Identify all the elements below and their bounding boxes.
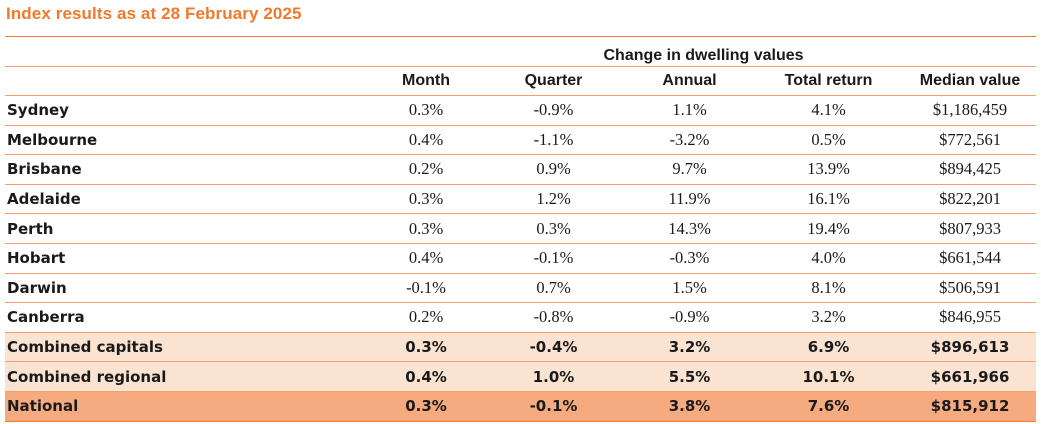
annual-cell: 9.7%	[626, 154, 753, 185]
quarter-cell: 1.0%	[481, 361, 626, 392]
table-row: Canberra 0.2% -0.8% -0.9% 3.2% $846,955	[5, 302, 1037, 333]
region-cell: Canberra	[5, 302, 371, 333]
total-return-cell: 19.4%	[753, 213, 904, 244]
column-header-median-value: Median value	[904, 66, 1037, 96]
table-row: Combined regional 0.4% 1.0% 5.5% 10.1% $661,9…	[5, 361, 1037, 392]
region-cell: Brisbane	[5, 154, 371, 185]
month-cell: 0.4%	[371, 125, 481, 156]
quarter-cell: 0.9%	[481, 154, 626, 185]
quarter-cell: 0.7%	[481, 273, 626, 304]
total-return-cell: 7.6%	[753, 391, 904, 422]
region-cell: Darwin	[5, 273, 371, 304]
group-header-row: Change in dwelling values	[5, 36, 1037, 67]
table-row: National 0.3% -0.1% 3.8% 7.6% $815,912	[5, 391, 1037, 422]
annual-cell: 1.5%	[626, 273, 753, 304]
median-value-cell: $661,966	[904, 361, 1037, 392]
annual-cell: 3.8%	[626, 391, 753, 422]
region-cell: Sydney	[5, 95, 371, 126]
annual-cell: 3.2%	[626, 332, 753, 363]
total-return-cell: 0.5%	[753, 125, 904, 156]
median-value-cell: $807,933	[904, 213, 1037, 244]
table-row: Hobart 0.4% -0.1% -0.3% 4.0% $661,544	[5, 243, 1037, 274]
quarter-cell: -0.1%	[481, 243, 626, 274]
month-cell: 0.3%	[371, 184, 481, 215]
table-row: Melbourne 0.4% -1.1% -3.2% 0.5% $772,561	[5, 125, 1037, 156]
median-value-cell: $815,912	[904, 391, 1037, 422]
median-value-cell: $506,591	[904, 273, 1037, 304]
median-value-cell: $896,613	[904, 332, 1037, 363]
total-return-cell: 13.9%	[753, 154, 904, 185]
annual-cell: -3.2%	[626, 125, 753, 156]
region-cell: Combined regional	[5, 361, 371, 392]
month-cell: 0.3%	[371, 213, 481, 244]
header-region-cell	[5, 66, 371, 96]
month-cell: 0.3%	[371, 332, 481, 363]
column-header-month: Month	[371, 66, 481, 96]
median-value-cell: $822,201	[904, 184, 1037, 215]
region-cell: Perth	[5, 213, 371, 244]
header-blank-cell	[5, 36, 371, 67]
total-return-cell: 3.2%	[753, 302, 904, 333]
month-cell: 0.3%	[371, 391, 481, 422]
quarter-cell: -1.1%	[481, 125, 626, 156]
month-cell: 0.3%	[371, 95, 481, 126]
month-cell: 0.2%	[371, 154, 481, 185]
median-value-cell: $1,186,459	[904, 95, 1037, 126]
table-row: Darwin -0.1% 0.7% 1.5% 8.1% $506,591	[5, 273, 1037, 304]
quarter-cell: -0.8%	[481, 302, 626, 333]
column-header-row: Month Quarter Annual Total return Median…	[5, 66, 1037, 96]
total-return-cell: 16.1%	[753, 184, 904, 215]
index-results-table: Change in dwelling values Month Quarter …	[5, 36, 1037, 422]
quarter-cell: -0.9%	[481, 95, 626, 126]
median-value-cell: $772,561	[904, 125, 1037, 156]
group-header: Change in dwelling values	[371, 36, 1037, 67]
annual-cell: 1.1%	[626, 95, 753, 126]
page-title: Index results as at 28 February 2025	[6, 4, 302, 23]
total-return-cell: 8.1%	[753, 273, 904, 304]
total-return-cell: 4.1%	[753, 95, 904, 126]
column-header-annual: Annual	[626, 66, 753, 96]
month-cell: 0.4%	[371, 361, 481, 392]
column-header-quarter: Quarter	[481, 66, 626, 96]
quarter-cell: -0.1%	[481, 391, 626, 422]
median-value-cell: $894,425	[904, 154, 1037, 185]
region-cell: National	[5, 391, 371, 422]
annual-cell: -0.3%	[626, 243, 753, 274]
total-return-cell: 6.9%	[753, 332, 904, 363]
total-return-cell: 4.0%	[753, 243, 904, 274]
table-row: Adelaide 0.3% 1.2% 11.9% 16.1% $822,201	[5, 184, 1037, 215]
column-header-total-return: Total return	[753, 66, 904, 96]
table-body: Sydney 0.3% -0.9% 1.1% 4.1% $1,186,459 Melbour…	[5, 95, 1037, 422]
table-row: Combined capitals 0.3% -0.4% 3.2% 6.9% $896,6…	[5, 332, 1037, 363]
region-cell: Adelaide	[5, 184, 371, 215]
quarter-cell: 1.2%	[481, 184, 626, 215]
quarter-cell: 0.3%	[481, 213, 626, 244]
table-row: Brisbane 0.2% 0.9% 9.7% 13.9% $894,425	[5, 154, 1037, 185]
region-cell: Melbourne	[5, 125, 371, 156]
table-row: Sydney 0.3% -0.9% 1.1% 4.1% $1,186,459	[5, 95, 1037, 126]
month-cell: 0.2%	[371, 302, 481, 333]
table-row: Perth 0.3% 0.3% 14.3% 19.4% $807,933	[5, 213, 1037, 244]
annual-cell: 11.9%	[626, 184, 753, 215]
total-return-cell: 10.1%	[753, 361, 904, 392]
region-cell: Hobart	[5, 243, 371, 274]
annual-cell: 5.5%	[626, 361, 753, 392]
month-cell: -0.1%	[371, 273, 481, 304]
median-value-cell: $846,955	[904, 302, 1037, 333]
annual-cell: -0.9%	[626, 302, 753, 333]
quarter-cell: -0.4%	[481, 332, 626, 363]
annual-cell: 14.3%	[626, 213, 753, 244]
month-cell: 0.4%	[371, 243, 481, 274]
region-cell: Combined capitals	[5, 332, 371, 363]
median-value-cell: $661,544	[904, 243, 1037, 274]
